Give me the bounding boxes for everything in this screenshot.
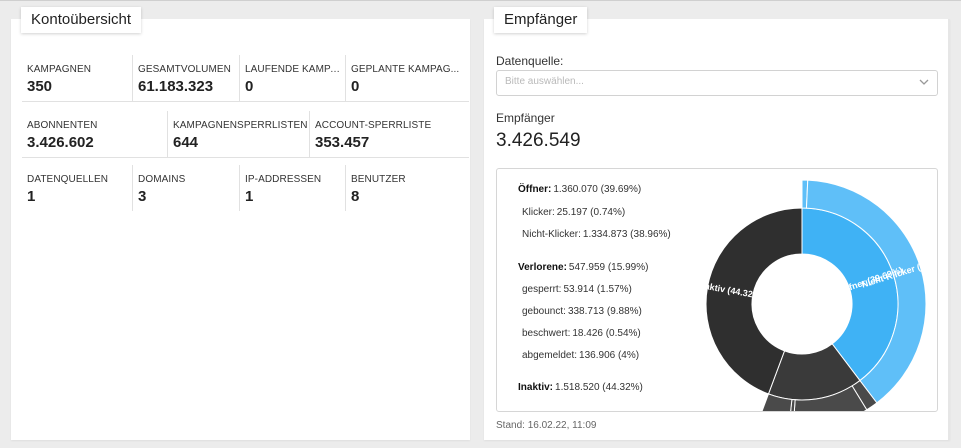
- legend-label: abgemeldet:: [522, 350, 578, 361]
- legend-label: Klicker:: [522, 207, 555, 218]
- legend-value: 1.334.873 (38.96%): [582, 229, 671, 240]
- stat-label: DOMAINS: [138, 174, 186, 185]
- recipients-count-value: 3.426.549: [496, 130, 581, 151]
- stat-label: IP-ADDRESSEN: [245, 174, 322, 185]
- stat-datenquellen: DATENQUELLEN 1: [22, 165, 132, 211]
- chevron-down-icon: [919, 79, 929, 85]
- stat-value: 644: [173, 134, 199, 151]
- stat-label: KAMPAGNEN: [27, 64, 92, 75]
- legend-value: 53.914 (1.57%): [563, 284, 632, 295]
- stat-value: 8: [351, 188, 360, 205]
- stat-label: LAUFENDE KAMPAG...: [245, 64, 345, 75]
- stat-label: GEPLANTE KAMPAG...: [351, 64, 460, 75]
- stat-value: 0: [245, 78, 254, 95]
- legend-label: Verlorene:: [518, 262, 567, 273]
- stat-label: DATENQUELLEN: [27, 174, 109, 185]
- legend-verlorene: Verlorene: 547.959 (15.99%): [518, 262, 648, 273]
- stat-label: BENUTZER: [351, 174, 406, 185]
- stat-value: 61.183.323: [138, 78, 214, 95]
- legend-label: gebounct:: [522, 306, 566, 317]
- stats-row-2: ABONNENTEN 3.426.602 KAMPAGNENSPERRLISTE…: [22, 111, 469, 158]
- legend-abgemeldet: abgemeldet: 136.906 (4%): [522, 350, 639, 361]
- stat-account-sperrliste: ACCOUNT-SPERRLISTE 353.457: [309, 111, 455, 157]
- legend-value: 547.959 (15.99%): [568, 262, 649, 273]
- stat-kampagnen: KAMPAGNEN 350: [22, 55, 132, 101]
- stat-label: KAMPAGNENSPERRLISTEN: [173, 120, 308, 131]
- legend-label: gesperrt:: [522, 284, 562, 295]
- legend-klicker: Klicker: 25.197 (0.74%): [522, 207, 625, 218]
- legend-inaktiv: Inaktiv: 1.518.520 (44.32%): [518, 382, 643, 393]
- stat-value: 0: [351, 78, 360, 95]
- stat-benutzer: BENUTZER 8: [345, 165, 451, 211]
- datasource-select[interactable]: Bitte auswählen...: [496, 70, 938, 96]
- stat-value: 3: [138, 188, 147, 205]
- recipients-count-label: Empfänger: [496, 111, 555, 125]
- legend-gesperrt: gesperrt: 53.914 (1.57%): [522, 284, 632, 295]
- legend-value: 1.360.070 (39.69%): [553, 184, 642, 195]
- recipients-card: Empfänger Datenquelle: Bitte auswählen..…: [484, 7, 950, 440]
- stat-kampagnensperrlisten: KAMPAGNENSPERRLISTEN 644: [167, 111, 309, 157]
- legend-value: 136.906 (4%): [579, 350, 640, 361]
- legend-label: Nicht-Klicker:: [522, 229, 581, 240]
- stat-value: 1: [245, 188, 254, 205]
- stat-laufende-kampagnen: LAUFENDE KAMPAG... 0: [239, 55, 345, 101]
- legend-label: Inaktiv:: [518, 382, 554, 393]
- legend-value: 25.197 (0.74%): [556, 207, 626, 218]
- recipients-sunburst-chart: Öffner (39.69%) Inaktiv (44.32%) Nicht-K…: [696, 179, 937, 411]
- last-updated-text: Stand: 16.02.22, 11:09: [496, 420, 597, 431]
- recipients-title: Empfänger: [494, 7, 588, 33]
- sunburst-outer-gebounct[interactable]: [793, 385, 868, 411]
- top-divider: [0, 0, 961, 1]
- stat-domains: DOMAINS 3: [132, 165, 239, 211]
- legend-nichtklicker: Nicht-Klicker: 1.334.873 (38.96%): [522, 229, 671, 240]
- stat-value: 3.426.602: [27, 134, 94, 151]
- scrollbar-track[interactable]: [948, 19, 950, 440]
- stat-label: ACCOUNT-SPERRLISTE: [315, 120, 432, 131]
- stat-gesamtvolumen: GESAMTVOLUMEN 61.183.323: [132, 55, 239, 101]
- stats-row-1: KAMPAGNEN 350 GESAMTVOLUMEN 61.183.323 L…: [22, 55, 469, 102]
- account-overview-title: Kontoübersicht: [21, 7, 142, 33]
- stat-label: GESAMTVOLUMEN: [138, 64, 231, 75]
- legend-label: beschwert:: [522, 328, 571, 339]
- sunburst-outer-abgemeldet[interactable]: [759, 393, 793, 411]
- sunburst-inner-inaktiv[interactable]: [705, 207, 803, 395]
- legend-label: Öffner:: [518, 184, 552, 195]
- stats-row-3: DATENQUELLEN 1 DOMAINS 3 IP-ADDRESSEN 1 …: [22, 165, 469, 211]
- legend-value: 1.518.520 (44.32%): [555, 382, 643, 393]
- legend-beschwert: beschwert: 18.426 (0.54%): [522, 328, 641, 339]
- datasource-label: Datenquelle:: [496, 54, 564, 68]
- stat-value: 1: [27, 188, 36, 205]
- legend-value: 338.713 (9.88%): [567, 306, 642, 317]
- stat-value: 353.457: [315, 134, 370, 151]
- legend-oeffner: Öffner: 1.360.070 (39.69%): [518, 184, 641, 195]
- legend-value: 18.426 (0.54%): [572, 328, 641, 339]
- stat-ip-addressen: IP-ADDRESSEN 1: [239, 165, 345, 211]
- stat-geplante-kampagnen: GEPLANTE KAMPAG... 0: [345, 55, 461, 101]
- stat-label: ABONNENTEN: [27, 120, 98, 131]
- legend-gebounct: gebounct: 338.713 (9.88%): [522, 306, 642, 317]
- stat-abonnenten: ABONNENTEN 3.426.602: [22, 111, 167, 157]
- stat-value: 350: [27, 78, 53, 95]
- datasource-placeholder: Bitte auswählen...: [505, 76, 584, 87]
- account-overview-card: Kontoübersicht KAMPAGNEN 350 GESAMTVOLUM…: [11, 7, 470, 440]
- recipients-chart-box: Öffner: 1.360.070 (39.69%) Klicker: 25.197…: [496, 168, 938, 412]
